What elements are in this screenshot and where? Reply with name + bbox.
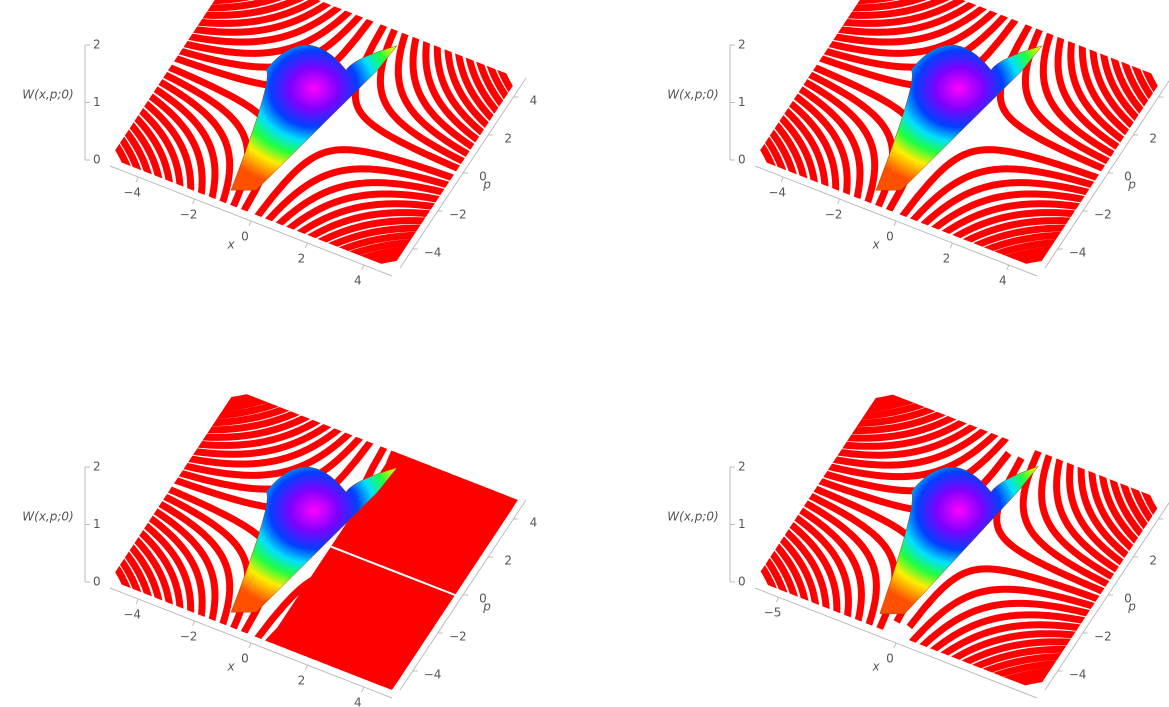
- x-tick-label: 0: [886, 652, 894, 666]
- p-axis-label: p: [482, 178, 491, 192]
- z-tick-label: 0: [738, 575, 746, 589]
- panel: 0 1 2 W(x,p;0) −4 −2 0 2 4 x −4 −2 0 2 4 p: [22, 390, 538, 707]
- x-tick-label: −2: [180, 208, 198, 222]
- surface: [755, 0, 1163, 268]
- x-tick: [248, 642, 252, 649]
- p-tick-label: 2: [504, 132, 512, 146]
- p-tick-label: 2: [504, 554, 512, 568]
- x-tick-label: 2: [298, 252, 306, 266]
- stripe: [329, 250, 437, 268]
- x-tick-label: 0: [886, 230, 894, 244]
- x-tick-label: −2: [825, 208, 843, 222]
- x-tick-label: −4: [768, 186, 786, 200]
- p-tick-label: 2: [1149, 132, 1157, 146]
- x-tick: [135, 598, 139, 605]
- z-tick-label: 2: [93, 460, 101, 474]
- x-tick: [304, 664, 308, 671]
- x-tick: [893, 220, 897, 227]
- x-tick: [361, 264, 365, 271]
- ridge: [230, 44, 398, 191]
- stripe: [191, 390, 299, 408]
- p-tick-label: −2: [1094, 208, 1112, 222]
- z-tick-label: 1: [93, 517, 101, 531]
- x-tick-label: 4: [354, 696, 362, 707]
- x-tick-label: −2: [180, 630, 198, 644]
- x-tick: [1006, 264, 1010, 271]
- x-tick-label: 2: [943, 252, 951, 266]
- p-tick-label: −4: [424, 246, 442, 260]
- z-tick-label: 2: [738, 38, 746, 52]
- p-tick-label: 0: [1124, 170, 1132, 184]
- x-tick-label: 0: [241, 652, 249, 666]
- panel: 0 1 2 W(x,p;0) −4 −2 0 2 4 x −4 −2 0 2 4 p: [22, 0, 537, 288]
- flat-region: [267, 423, 518, 690]
- x-tick: [135, 176, 139, 183]
- x-tick-label: 2: [298, 674, 306, 688]
- x-tick-label: 4: [354, 274, 362, 288]
- x-tick-label: 0: [241, 230, 249, 244]
- x-axis-label: x: [871, 660, 880, 674]
- x-tick: [949, 242, 953, 249]
- x-tick-label: 4: [999, 274, 1007, 288]
- z-axis-label: W(x,p;0): [22, 510, 73, 524]
- z-tick-label: 2: [93, 38, 101, 52]
- surface: [110, 0, 518, 268]
- stripe: [974, 250, 1082, 268]
- p-tick-label: −2: [449, 208, 467, 222]
- p-tick-label: −2: [1094, 630, 1112, 644]
- z-tick-label: 2: [738, 460, 746, 474]
- z-axis-label: W(x,p;0): [667, 510, 718, 524]
- p-axis-label: p: [482, 600, 491, 614]
- x-tick: [837, 198, 841, 205]
- z-axis-label: W(x,p;0): [22, 88, 73, 102]
- x-tick: [780, 176, 784, 183]
- p-tick-label: −4: [1069, 668, 1087, 682]
- x-tick: [893, 642, 897, 649]
- p-tick-label: −4: [424, 668, 442, 682]
- ridge: [230, 466, 398, 613]
- ridge: [879, 465, 1039, 614]
- p-tick-label: 0: [479, 592, 487, 606]
- ridge: [875, 44, 1043, 191]
- p-tick-label: −2: [449, 630, 467, 644]
- stripe: [835, 390, 948, 409]
- p-tick-label: 4: [530, 516, 538, 530]
- p-tick-label: 4: [530, 94, 538, 108]
- p-tick-label: 2: [1149, 554, 1157, 568]
- z-tick-label: 1: [738, 95, 746, 109]
- p-axis-label: p: [1127, 600, 1136, 614]
- x-tick: [192, 198, 196, 205]
- seam: [330, 545, 456, 596]
- x-axis-label: x: [871, 238, 880, 252]
- x-axis-label: x: [226, 238, 235, 252]
- x-tick: [361, 686, 365, 693]
- p-tick-label: −4: [1069, 246, 1087, 260]
- x-tick: [304, 242, 308, 249]
- x-tick-label: −5: [764, 606, 782, 620]
- z-tick-label: 0: [93, 575, 101, 589]
- x-tick: [248, 220, 252, 227]
- x-tick: [192, 620, 196, 627]
- x-tick: [776, 596, 779, 603]
- p-tick-label: 0: [1124, 592, 1132, 606]
- z-tick-label: 1: [93, 95, 101, 109]
- z-tick-label: 0: [93, 153, 101, 167]
- x-axis-label: x: [226, 660, 235, 674]
- x-tick-label: −4: [123, 186, 141, 200]
- z-tick-label: 1: [738, 517, 746, 531]
- z-tick-label: 0: [738, 153, 746, 167]
- x-tick-label: −4: [123, 608, 141, 622]
- p-axis: [1044, 80, 1169, 269]
- z-axis-label: W(x,p;0): [667, 88, 718, 102]
- p-tick-label: 0: [479, 170, 487, 184]
- p-axis-label: p: [1127, 178, 1136, 192]
